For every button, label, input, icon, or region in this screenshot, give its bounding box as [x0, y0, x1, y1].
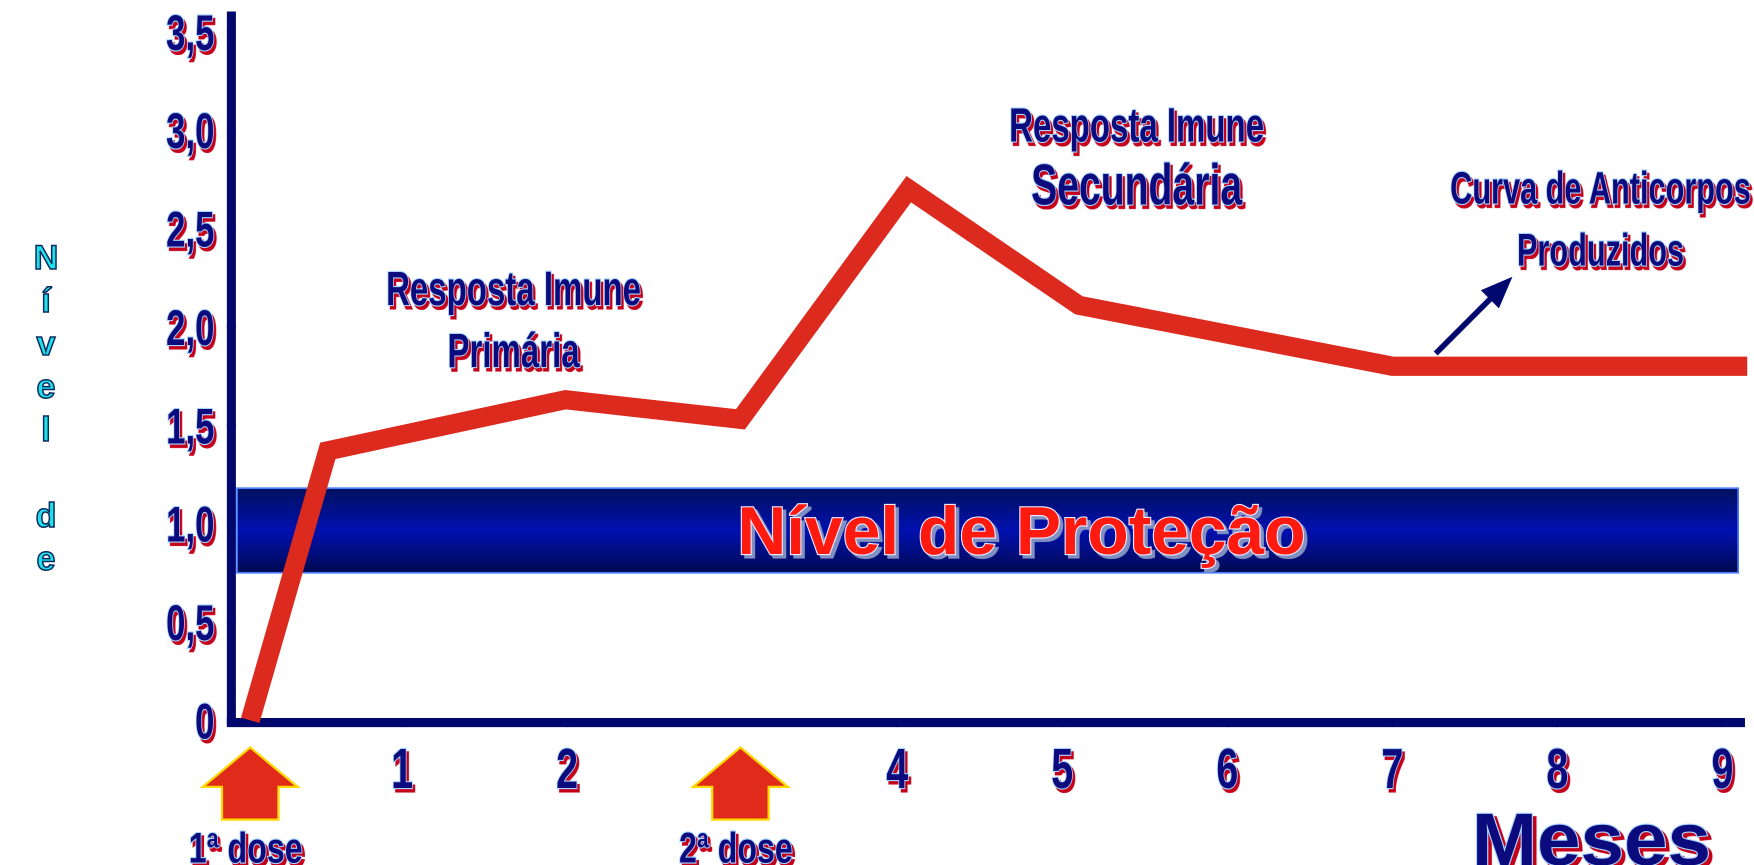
annotation: Curva de Anticorpos	[1450, 164, 1751, 214]
y-tick-label-group: 3,0	[165, 103, 215, 160]
x-tick-label-group: 5	[1050, 737, 1074, 801]
y-tick-label: 0	[195, 694, 214, 750]
y-tick-label: 2,0	[166, 301, 214, 357]
y-axis-label: Nível de Anticorpos	[26, 238, 66, 584]
x-tick-label-group: 8	[1545, 737, 1569, 801]
y-tick-label: 3,0	[166, 104, 214, 160]
dose-arrow	[689, 745, 791, 821]
x-tick-label-group: 2	[555, 737, 579, 801]
x-tick-label-group: 6	[1215, 737, 1239, 801]
y-tick-label-group: 3,5	[165, 5, 215, 62]
pointer-arrow-head	[1480, 276, 1513, 309]
x-tick-label: 8	[1546, 738, 1568, 801]
y-tick-label: 0,5	[166, 596, 214, 652]
y-tick-label-group: 2,0	[165, 300, 215, 357]
x-tick-label: 2	[556, 738, 578, 801]
dose-label: 2ª dose	[679, 825, 793, 865]
protection-band	[236, 487, 1740, 574]
annotation: Secundária	[1031, 153, 1243, 217]
x-tick-label: 6	[1216, 738, 1238, 801]
dose-label-group: 2ª dose	[678, 824, 794, 865]
annotation: Resposta Imune	[1009, 97, 1264, 152]
y-tick-label-group: 1,5	[165, 398, 215, 455]
x-tick-label-group: 1	[390, 737, 414, 801]
y-tick-label-group: 2,5	[165, 202, 215, 260]
x-axis-label: Meses	[1472, 798, 1711, 865]
annotation-group: Resposta Imune	[385, 260, 642, 317]
dose-label-group: 1ª dose	[188, 824, 304, 865]
x-tick-label: 5	[1051, 738, 1073, 801]
antibody-curve	[241, 176, 1748, 723]
x-tick-label: 9	[1711, 738, 1733, 801]
protection-band-label: Nível de Proteção	[737, 494, 1305, 569]
y-tick-label: 2,5	[166, 203, 214, 259]
annotation-group: Produzidos	[1516, 225, 1685, 277]
annotation-group: Resposta Imune	[1008, 96, 1265, 153]
y-tick-label-group: 0,5	[165, 595, 215, 653]
dose-label: 1ª dose	[189, 825, 303, 865]
x-tick-label: 1	[391, 738, 413, 801]
pointer-arrow	[1433, 289, 1500, 356]
annotation-group: Curva de Anticorpos	[1449, 163, 1752, 215]
y-tick-label: 1,5	[166, 399, 214, 455]
x-tick-label-group: 7	[1380, 737, 1404, 801]
annotation: Primária	[448, 323, 581, 378]
annotation-group: Secundária	[1030, 152, 1243, 218]
annotation: Resposta Imune	[386, 261, 641, 316]
y-tick-label-group: 0	[194, 693, 215, 751]
x-tick-label: 4	[886, 738, 908, 801]
x-tick-label-group: 4	[885, 737, 909, 801]
x-axis-label-group: Meses	[1471, 797, 1712, 865]
y-tick-label: 1,0	[166, 498, 214, 554]
x-tick-label-group: 9	[1711, 737, 1735, 801]
x-tick-label: 7	[1381, 738, 1403, 801]
dose-arrow	[199, 745, 301, 821]
y-tick-label: 3,5	[166, 6, 214, 62]
annotation-group: Primária	[447, 322, 582, 379]
annotation: Produzidos	[1517, 226, 1684, 276]
y-tick-label-group: 1,0	[165, 497, 215, 554]
